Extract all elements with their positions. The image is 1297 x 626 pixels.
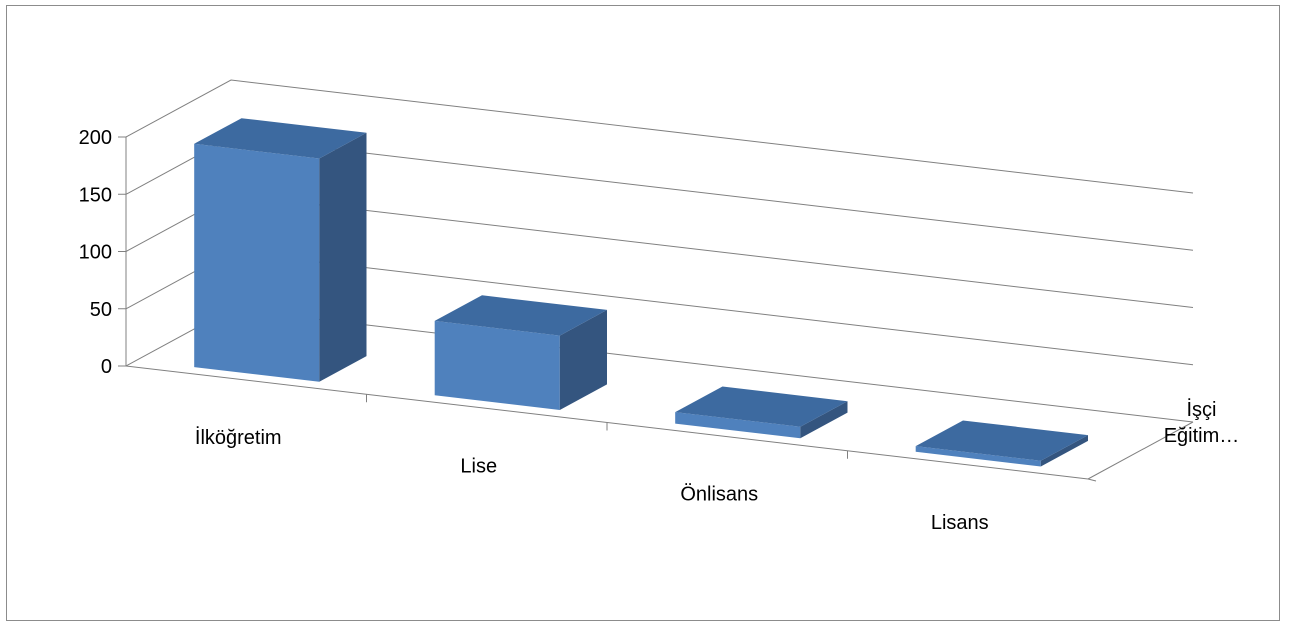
bars bbox=[194, 118, 1088, 467]
y-tick-label: 200 bbox=[79, 127, 112, 149]
bar-top-face bbox=[194, 118, 367, 159]
series-label: İşçi Eğitim… bbox=[1164, 398, 1240, 447]
series-label-line: Eğitim… bbox=[1164, 425, 1240, 447]
category-label: Lise bbox=[460, 455, 497, 477]
bar bbox=[434, 295, 607, 410]
y-tick-label: 100 bbox=[79, 242, 112, 264]
bar bbox=[194, 118, 367, 382]
gridline-200 bbox=[125, 79, 1194, 194]
bar-front-face bbox=[675, 412, 801, 439]
bar-front-face bbox=[194, 143, 320, 382]
bar-top-face bbox=[915, 420, 1088, 461]
y-tick-label: 50 bbox=[90, 299, 112, 321]
bar-front-face bbox=[915, 446, 1041, 467]
bar-side-face bbox=[800, 401, 848, 439]
series-label-line: İşçi bbox=[1187, 398, 1217, 421]
bar-side-face bbox=[1040, 435, 1088, 467]
labels: 0 50 100 150 200 İlköğretim Lise Önlisans Lisans… bbox=[79, 127, 1240, 534]
bar-side-face bbox=[319, 132, 367, 382]
bar-front-face bbox=[434, 320, 560, 410]
chart-area: 0 50 100 150 200 İlköğretim Lise Önlisans Lisans… bbox=[6, 5, 1280, 621]
category-label: Lisans bbox=[931, 512, 989, 534]
y-tick-label: 0 bbox=[101, 356, 112, 378]
bar-top-face bbox=[675, 386, 848, 427]
bar bbox=[675, 386, 848, 439]
bar bbox=[915, 420, 1088, 467]
bar-chart: 0 50 100 150 200 İlköğretim Lise Önlisans Lisans… bbox=[79, 79, 1240, 534]
depth-axis-line bbox=[1087, 421, 1194, 480]
bar-side-face bbox=[559, 309, 607, 410]
category-label: Önlisans bbox=[680, 484, 758, 506]
axes bbox=[118, 136, 1194, 482]
bar-top-face bbox=[434, 295, 607, 336]
y-tick-label: 150 bbox=[79, 184, 112, 206]
category-label: İlköğretim bbox=[195, 426, 282, 449]
depth-axis-tick bbox=[1087, 478, 1097, 482]
